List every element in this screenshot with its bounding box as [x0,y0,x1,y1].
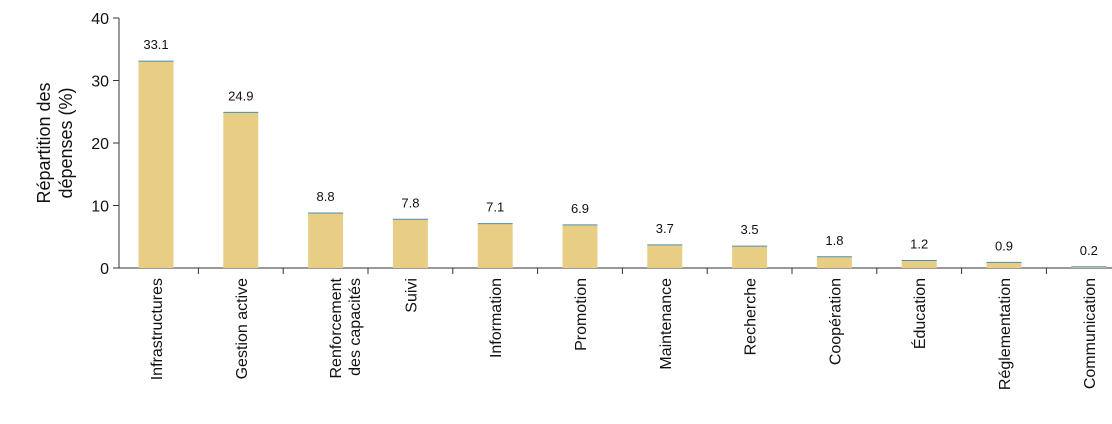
y-tick-label: 10 [91,199,109,216]
y-tick-label: 30 [91,74,109,91]
bar [562,224,598,268]
x-axis [119,267,1112,274]
data-label: 8.8 [317,189,335,204]
category-label: Renforcement des capacités [328,277,364,378]
data-label: 24.9 [228,88,253,103]
category-label: Maintenance [658,278,675,370]
data-label: 3.7 [656,221,674,236]
data-label: 6.9 [571,201,589,216]
category-labels: Infrastructures Gestion active Renforcemen… [149,277,1099,390]
category-label: Gestion active [234,278,251,379]
category-label: Infrastructures [149,278,166,380]
category-label: Suivi [403,278,420,313]
category-label: Information [488,278,505,358]
y-tick-label: 0 [100,261,109,278]
bars [138,60,1107,268]
bar [732,246,768,268]
bar [901,260,937,268]
y-axis-title: Répartition des dépenses (%) [34,82,76,203]
y-tick-label: 20 [91,136,109,153]
data-label: 0.2 [1080,243,1098,258]
category-label: Communication [1082,278,1099,389]
data-label: 1.8 [825,233,843,248]
data-label: 7.8 [401,195,419,210]
data-label: 3.5 [741,222,759,237]
bar [392,219,428,268]
bar [223,112,259,268]
bar [1071,266,1107,268]
data-label: 7.1 [486,200,504,215]
y-axis: 0 10 20 30 40 [91,11,120,278]
data-labels: 33.1 24.9 8.8 7.8 7.1 6.9 3.7 3.5 1.8 1.2 0.9 0.2 [143,37,1097,258]
bar [816,256,852,268]
bar [138,61,174,268]
data-label: 33.1 [143,37,168,52]
data-label: 1.2 [910,237,928,252]
bar [647,244,683,268]
category-label: Recherche [743,278,760,355]
category-label: Réglementation [997,278,1014,390]
bar [477,223,513,268]
category-label: Éducation [910,278,929,349]
bar [308,213,344,268]
category-label: Promotion [573,278,590,351]
y-tick-label: 40 [91,11,109,28]
bar [986,262,1022,268]
category-label: Coopération [827,278,844,365]
data-label: 0.9 [995,238,1013,253]
